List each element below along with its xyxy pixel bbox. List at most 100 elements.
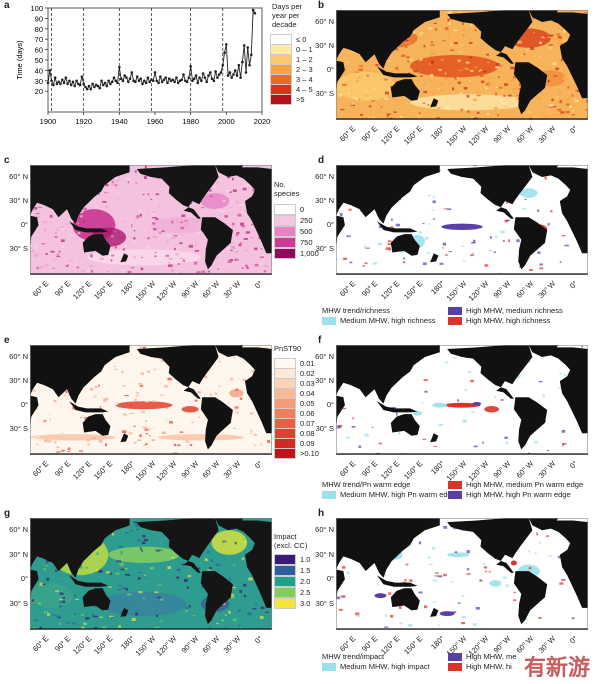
speckle	[480, 38, 484, 41]
speckle	[152, 217, 157, 219]
speckle	[354, 71, 359, 73]
legend-swatch	[274, 554, 296, 565]
legend-d: MHW trend/richness Medium MHW, high richn…	[322, 306, 592, 336]
data-point	[228, 71, 232, 74]
legend-title: MHW trend/impact	[322, 652, 385, 661]
speckle	[36, 443, 39, 446]
speckle	[454, 77, 457, 80]
speckle	[168, 261, 171, 264]
legend-item: High MHW, me	[448, 652, 516, 661]
speckle	[429, 52, 434, 55]
speckle	[252, 608, 257, 610]
speckle	[371, 426, 374, 428]
speckle	[141, 410, 146, 414]
speckle	[233, 564, 235, 567]
legend-swatch	[322, 316, 336, 325]
speckle	[431, 91, 435, 95]
speckle	[420, 57, 423, 61]
speckle	[243, 538, 246, 541]
speckle	[470, 254, 474, 257]
speckle	[31, 250, 35, 253]
landmass	[336, 165, 588, 275]
panel-e-label: e	[4, 335, 10, 346]
speckle	[437, 106, 441, 109]
data-point	[225, 43, 228, 46]
speckle	[81, 626, 85, 629]
speckle	[526, 49, 529, 51]
speckle	[226, 561, 231, 564]
speckle	[121, 268, 125, 272]
speckle	[384, 78, 388, 81]
speckle	[451, 611, 457, 614]
speckle	[59, 622, 62, 625]
data-point	[208, 71, 212, 74]
speckle	[450, 43, 453, 46]
speckle	[341, 566, 346, 569]
speckle	[440, 90, 443, 93]
speckle	[393, 112, 398, 114]
data-point	[144, 81, 148, 85]
data-point	[201, 72, 205, 75]
ytick-label-8: 100	[30, 4, 43, 13]
speckle	[253, 444, 256, 447]
legend-swatch	[274, 204, 296, 215]
speckle	[166, 240, 169, 244]
speckle	[457, 81, 462, 84]
speckle	[480, 69, 482, 71]
speckle	[75, 263, 78, 266]
xtick-label-0: 1900	[40, 117, 57, 126]
speckle	[216, 613, 220, 617]
speckle	[569, 105, 573, 109]
ocean-feature	[211, 530, 248, 555]
speckle	[50, 612, 54, 616]
speckle	[217, 268, 220, 270]
speckle	[250, 432, 252, 435]
speckle	[259, 256, 264, 258]
speckle	[120, 551, 124, 555]
speckle	[130, 267, 135, 269]
speckle	[116, 175, 121, 179]
speckle	[515, 375, 521, 379]
speckle	[234, 406, 239, 409]
speckle	[63, 394, 66, 397]
legend-item-label: High MHW, me	[466, 652, 517, 661]
speckle	[430, 44, 433, 46]
speckle	[250, 236, 255, 239]
ocean-feature	[30, 583, 73, 608]
legend-item-label: 1,000	[300, 249, 319, 258]
speckle	[561, 579, 566, 581]
speckle	[487, 77, 493, 79]
speckle	[451, 111, 456, 113]
speckle	[179, 242, 183, 245]
speckle	[453, 527, 458, 530]
speckle	[472, 239, 476, 243]
speckle	[80, 613, 85, 616]
speckle	[221, 619, 225, 622]
speckle	[107, 577, 111, 580]
speckle	[153, 368, 156, 371]
ocean-feature	[443, 402, 481, 408]
speckle	[136, 528, 139, 531]
ocean-feature	[86, 249, 201, 266]
speckle	[93, 615, 98, 618]
data-point	[251, 8, 255, 12]
speckle	[239, 397, 243, 400]
speckle	[198, 216, 202, 218]
speckle	[466, 573, 471, 575]
panel-d: d 60° N 30° N 0° 30° S 60° E 90° E 120° E 150° …	[310, 155, 594, 335]
speckle	[105, 268, 109, 271]
speckle	[110, 617, 114, 621]
speckle	[140, 372, 145, 376]
speckle	[124, 355, 127, 358]
speckle	[573, 97, 576, 100]
speckle	[465, 68, 470, 71]
speckle	[346, 571, 351, 574]
panel-d-label: d	[318, 155, 325, 166]
speckle	[343, 257, 348, 261]
speckle	[160, 620, 163, 622]
speckle	[542, 394, 545, 398]
speckle	[54, 569, 58, 572]
speckle	[140, 267, 144, 271]
speckle	[431, 209, 435, 211]
speckle	[434, 572, 439, 574]
